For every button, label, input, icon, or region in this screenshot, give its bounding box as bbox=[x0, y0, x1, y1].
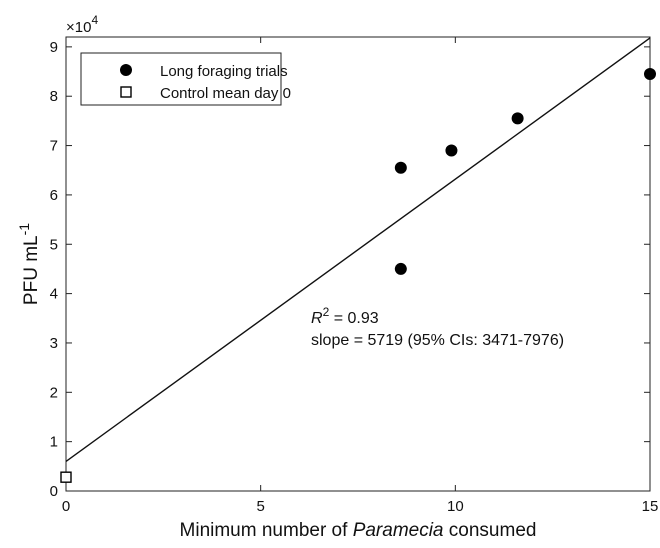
point-long-foraging bbox=[394, 161, 407, 174]
y-exponent-base: ×10 bbox=[66, 19, 91, 36]
legend-box bbox=[80, 52, 282, 106]
y-tick-label: 0 bbox=[50, 483, 58, 500]
r-squared-annotation: R2 = 0.93 bbox=[311, 305, 379, 327]
slope-annotation: slope = 5719 (95% CIs: 3471-7976) bbox=[311, 332, 564, 349]
r-squared-value: = 0.93 bbox=[329, 310, 378, 327]
x-axis-label-italic: Paramecia bbox=[353, 520, 444, 541]
x-tick-label: 0 bbox=[62, 498, 70, 515]
legend-marker-long-foraging bbox=[120, 64, 132, 76]
legend-marker-control bbox=[120, 86, 132, 98]
point-long-foraging bbox=[445, 144, 458, 157]
y-exponent: ×104 bbox=[66, 13, 98, 36]
x-tick-label: 10 bbox=[447, 498, 464, 515]
x-axis-label: Minimum number of Paramecia consumed bbox=[180, 520, 537, 541]
point-long-foraging bbox=[394, 262, 407, 275]
x-tick-label: 5 bbox=[256, 498, 264, 515]
y-tick-label: 5 bbox=[50, 236, 58, 253]
legend-label-long-foraging: Long foraging trials bbox=[160, 63, 288, 80]
y-axis-label-sup: -1 bbox=[16, 223, 32, 236]
x-axis-label-suffix: consumed bbox=[444, 520, 537, 541]
point-long-foraging bbox=[644, 68, 656, 81]
legend-label-control: Control mean day 0 bbox=[160, 85, 291, 102]
x-axis-label-prefix: Minimum number of bbox=[180, 520, 353, 541]
point-control-mean bbox=[60, 471, 72, 483]
x-axis-ticks: 0 5 10 15 bbox=[62, 37, 659, 515]
regression-line bbox=[65, 37, 651, 462]
data-points bbox=[60, 68, 656, 483]
x-tick-label: 15 bbox=[642, 498, 659, 515]
y-exponent-power: 4 bbox=[91, 13, 98, 27]
y-tick-label: 3 bbox=[50, 335, 58, 352]
r-symbol: R bbox=[311, 310, 323, 327]
y-axis-label: PFU mL-1 bbox=[16, 223, 42, 305]
y-tick-label: 6 bbox=[50, 187, 58, 204]
y-tick-label: 4 bbox=[50, 286, 58, 303]
y-tick-label: 9 bbox=[50, 39, 58, 56]
y-tick-label: 2 bbox=[50, 384, 58, 401]
y-axis-ticks: 0 1 2 3 4 5 6 7 8 9 bbox=[50, 39, 650, 500]
y-tick-label: 8 bbox=[50, 88, 58, 105]
r-squared-exponent: 2 bbox=[323, 305, 330, 319]
y-tick-label: 7 bbox=[50, 138, 58, 155]
point-long-foraging bbox=[511, 112, 524, 125]
y-axis-label-main: PFU mL bbox=[21, 235, 42, 305]
legend: Long foraging trials Control mean day 0 bbox=[80, 52, 291, 106]
plot-frame bbox=[65, 36, 651, 492]
y-tick-label: 1 bbox=[50, 434, 58, 451]
